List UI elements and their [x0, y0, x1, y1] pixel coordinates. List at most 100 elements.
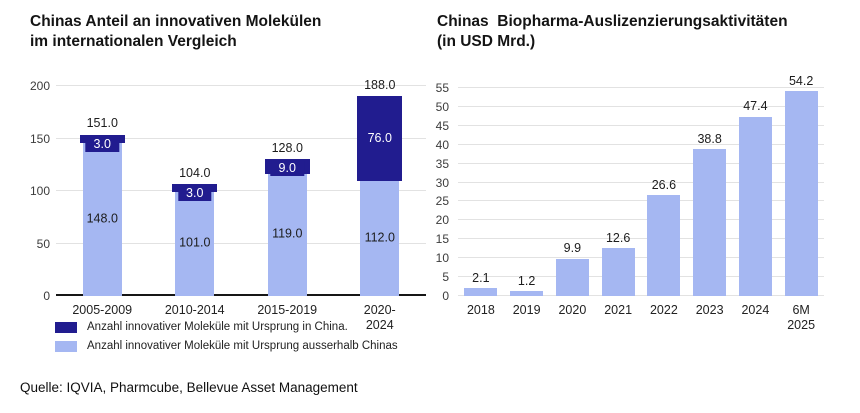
y-tick-label: 45 — [435, 118, 449, 133]
bar-total-label: 188.0 — [364, 77, 396, 92]
y-tick-label: 50 — [36, 236, 50, 251]
bar-rect — [647, 195, 681, 296]
y-tick-label: 10 — [435, 251, 449, 266]
bar: 9.9 — [555, 88, 589, 296]
bar: 76.0 112.0 188.0 — [357, 79, 403, 296]
x-tick-label: 6M 2025 — [787, 303, 816, 332]
y-tick-label: 20 — [435, 213, 449, 228]
bar-segment-china-value-label: 76.0 — [359, 131, 400, 146]
gridline — [56, 137, 426, 139]
bar-rect — [601, 248, 635, 296]
x-tick-label: 2023 — [695, 303, 724, 317]
bar-value-label: 1.2 — [517, 273, 536, 288]
right-chart-plot-area: 0 5 10 15 20 25 30 35 40 45 50 55 2.1 2018 1.2 2019 9.9 2… — [436, 75, 824, 332]
legend-item-china: Anzahl innovativer Moleküle mit Ursprung… — [55, 321, 398, 333]
bar: 3.0 101.0 104.0 — [172, 86, 218, 296]
gridline — [458, 238, 824, 240]
legend-swatch-light — [55, 340, 77, 352]
legend-swatch-dark — [55, 321, 77, 333]
gridline — [458, 295, 824, 296]
bar-rect — [784, 91, 818, 296]
y-tick-label: 0 — [442, 289, 449, 303]
bar-value-label: 26.6 — [651, 177, 677, 192]
gridline — [458, 276, 824, 278]
right-chart-title: Chinas Biopharma-Auslizenzierungsaktivit… — [437, 13, 788, 50]
x-tick-label: 2022 — [649, 303, 678, 317]
y-tick-label: 40 — [435, 137, 449, 152]
legend-label-china: Anzahl innovativer Moleküle mit Ursprung… — [87, 321, 348, 333]
gridline — [458, 143, 824, 145]
bar-segment-china-value-label: 3.0 — [178, 186, 212, 202]
x-tick-label: 2015-2019 — [257, 303, 318, 317]
left-chart-plot-area: 0 50 100 150 200 3.0 148.0 151.0 2005-2009 3.0 101… — [30, 79, 426, 332]
legend: Anzahl innovativer Moleküle mit Ursprung… — [55, 321, 398, 352]
bar-segment-outside-china-value-label: 119.0 — [272, 226, 303, 241]
bar: 54.2 — [784, 75, 818, 296]
bar: 26.6 — [647, 88, 681, 296]
bar: 2.1 — [464, 88, 498, 296]
source-note: Quelle: IQVIA, Pharmcube, Bellevue Asset… — [20, 380, 358, 395]
left-chart-panel: Chinas Anteil an innovativen Molekülen i… — [30, 13, 426, 332]
bar-rect — [510, 291, 544, 296]
legend-item-outside-china: Anzahl innovativer Moleküle mit Ursprung… — [55, 340, 398, 352]
bar-segment-outside-china — [175, 189, 215, 296]
y-tick-label: 150 — [29, 131, 50, 146]
y-tick-label: 200 — [29, 79, 50, 93]
bar-segment-outside-china — [82, 140, 122, 296]
bar-rect — [555, 258, 589, 296]
bar-total-label: 151.0 — [86, 116, 118, 131]
bar-rect — [738, 116, 772, 296]
bar-segment-china: 76.0 — [357, 96, 403, 181]
bar-value-label: 2.1 — [472, 270, 490, 285]
gridline — [56, 85, 426, 86]
bar-value-label: 47.4 — [743, 99, 768, 114]
y-tick-label: 15 — [435, 232, 449, 247]
gridline — [458, 124, 824, 126]
bar-value-label: 12.6 — [605, 230, 631, 245]
bar-segment-china-value-label: 3.0 — [85, 136, 119, 152]
gridline — [458, 200, 824, 202]
x-tick-label: 2018 — [466, 303, 495, 317]
x-tick-label: 2024 — [741, 303, 770, 317]
y-tick-label: 30 — [435, 175, 449, 190]
bar-segment-outside-china-value-label: 148.0 — [86, 211, 118, 226]
y-tick-label: 100 — [29, 184, 50, 198]
bar: 9.0 119.0 128.0 — [264, 86, 310, 296]
bar-segment-china: 3.0 — [172, 184, 218, 202]
bar-segment-outside-china — [267, 171, 307, 296]
bar-value-label: 54.2 — [788, 73, 814, 88]
gridline — [458, 219, 824, 221]
y-tick-label: 55 — [435, 81, 449, 95]
x-axis-line — [56, 294, 426, 296]
bar: 12.6 — [601, 88, 635, 296]
bar-value-label: 38.8 — [697, 131, 722, 146]
gridline — [458, 105, 824, 107]
x-tick-label: 2021 — [604, 303, 633, 317]
bar-total-label: 128.0 — [271, 140, 303, 155]
left-chart-title: Chinas Anteil an innovativen Molekülen i… — [30, 13, 322, 50]
y-tick-label: 5 — [442, 270, 449, 285]
gridline — [458, 181, 824, 183]
bar-segment-china: 9.0 — [264, 159, 310, 177]
x-tick-label: 2005-2009 — [72, 303, 133, 317]
bar-rect — [693, 149, 727, 296]
right-chart-panel: Chinas Biopharma-Auslizenzierungsaktivit… — [430, 0, 860, 413]
bar-segment-china: 3.0 — [79, 134, 125, 152]
bar-segment-outside-china-value-label: 112.0 — [364, 229, 395, 244]
y-tick-label: 50 — [435, 99, 449, 114]
x-tick-label: 2019 — [512, 303, 541, 317]
bar-value-label: 9.9 — [563, 241, 582, 256]
gridline — [458, 87, 824, 88]
bar-total-label: 104.0 — [179, 165, 211, 180]
bar: 3.0 148.0 151.0 — [79, 86, 125, 296]
gridline — [458, 257, 824, 259]
legend-label-outside-china: Anzahl innovativer Moleküle mit Ursprung… — [87, 340, 398, 352]
y-tick-label: 35 — [435, 156, 449, 171]
x-tick-label: 2020 — [558, 303, 587, 317]
gridline — [56, 242, 426, 244]
bar-rect — [464, 288, 498, 296]
gridline — [458, 162, 824, 164]
bar: 1.2 — [510, 88, 544, 296]
bar: 38.8 — [693, 88, 727, 296]
x-tick-label: 2010-2014 — [164, 303, 225, 317]
